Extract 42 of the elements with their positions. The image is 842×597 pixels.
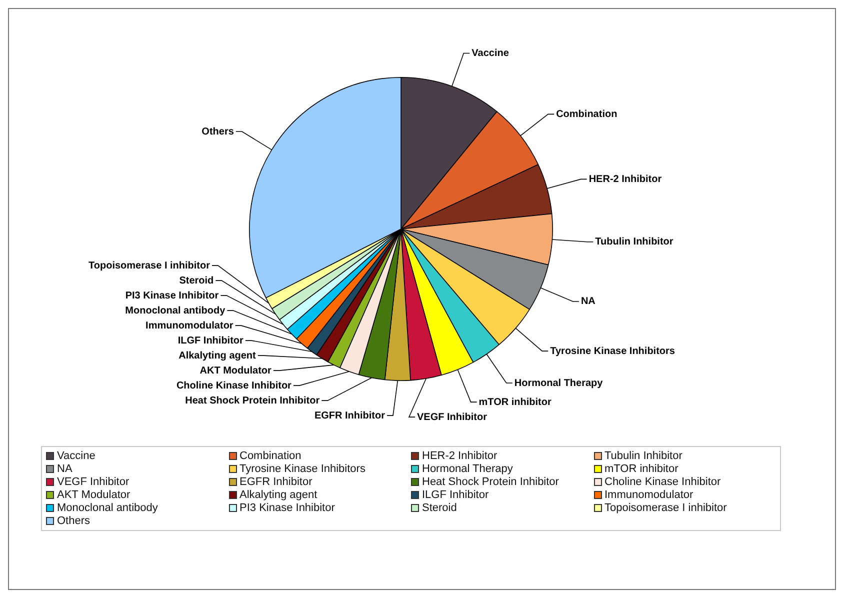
slice-label: Others bbox=[202, 126, 234, 138]
slice-label: Hormonal Therapy bbox=[514, 378, 604, 389]
legend-label: Tyrosine Kinase Inhibitors bbox=[240, 463, 366, 475]
slice-label: Topoisomerase I inhibitor bbox=[88, 260, 210, 272]
slice-label: NA bbox=[580, 296, 596, 308]
slice-label: Choline Kinase Inhibitor bbox=[176, 380, 292, 392]
slice-label: Steroid bbox=[179, 275, 214, 286]
slice-label: ILGF Inhibitor bbox=[178, 335, 244, 346]
legend-label: Alkalyting agent bbox=[240, 489, 318, 501]
legend-label: Monoclonal antibody bbox=[57, 502, 158, 514]
legend-label: Tubulin Inhibitor bbox=[604, 450, 682, 462]
slice-label: VEGF Inhibitor bbox=[417, 412, 488, 423]
legend-label: HER-2 Inhibitor bbox=[422, 450, 498, 462]
legend-label: Heat Shock Protein Inhibitor bbox=[422, 476, 559, 488]
legend-label: VEGF Inhibitor bbox=[57, 476, 130, 488]
slice-label: EGFR Inhibitor bbox=[314, 410, 386, 422]
slice-label: PI3 Kinase Inhibitor bbox=[125, 290, 219, 302]
legend-label: mTOR inhibitor bbox=[604, 463, 678, 475]
slice-label: AKT Modulator bbox=[200, 365, 272, 376]
slice-label: Monoclonal antibody bbox=[125, 305, 226, 316]
slice-label: Immunomodulator bbox=[146, 320, 234, 332]
legend-label: Steroid bbox=[422, 502, 457, 514]
legend-label: Immunomodulator bbox=[604, 489, 694, 501]
legend-label: Combination bbox=[240, 450, 302, 462]
slice-label: mTOR inhibitor bbox=[478, 396, 552, 408]
slice-label: Tubulin Inhibitor bbox=[595, 236, 674, 248]
slice-label: HER-2 Inhibitor bbox=[588, 174, 662, 185]
slice-label: Tyrosine Kinase Inhibitors bbox=[550, 346, 676, 357]
slice-label: Alkalyting agent bbox=[178, 350, 257, 362]
legend-label: Choline Kinase Inhibitor bbox=[604, 476, 721, 488]
legend-label: PI3 Kinase Inhibitor bbox=[240, 502, 335, 514]
legend-label: Vaccine bbox=[57, 450, 96, 462]
legend-label: Topoisomerase I inhibitor bbox=[604, 502, 727, 514]
legend-label: AKT Modulator bbox=[57, 489, 130, 501]
legend-label: NA bbox=[57, 463, 72, 475]
legend-label: ILGF Inhibitor bbox=[422, 489, 489, 501]
slice-label: Heat Shock Protein Inhibitor bbox=[185, 395, 320, 406]
slice-label: Combination bbox=[556, 108, 618, 120]
legend-label: Hormonal Therapy bbox=[422, 463, 513, 475]
legend-label: EGFR Inhibitor bbox=[240, 476, 312, 488]
legend-label: Others bbox=[57, 515, 90, 527]
slice-label: Vaccine bbox=[472, 48, 510, 59]
